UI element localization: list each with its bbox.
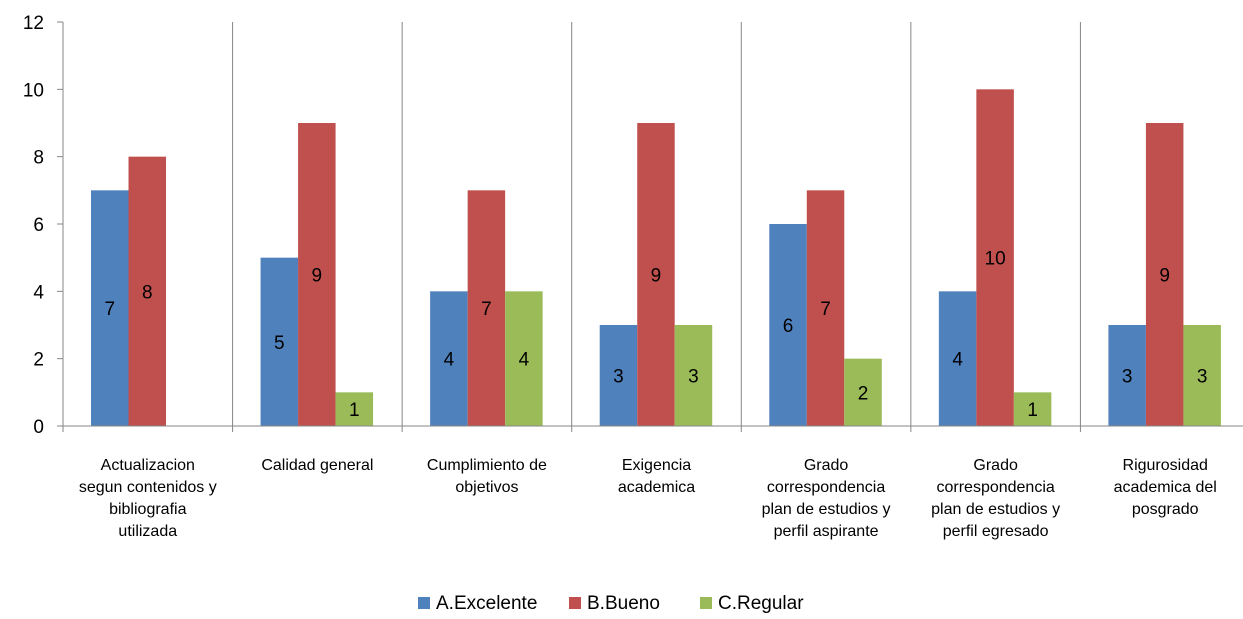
y-tick-labels: 0 2 4 6 8 10 12 [23, 13, 45, 438]
bar-b-bueno [467, 190, 506, 426]
legend-label: B.Bueno [587, 593, 660, 614]
y-tick-label: 2 [33, 350, 44, 371]
legend-swatch [569, 597, 581, 609]
x-category-label: Grado correspondencia plan de estudios y pe… [931, 457, 1060, 540]
data-label: 2 [858, 383, 869, 404]
bar-c-regular [674, 325, 713, 426]
y-tick-label: 0 [33, 417, 44, 438]
data-label: 10 [985, 249, 1006, 270]
bar-a-excelente [769, 224, 807, 426]
bar-c-regular [335, 392, 374, 426]
legend-swatch [418, 597, 430, 609]
axes [57, 21, 1243, 432]
bar-c-regular [505, 291, 543, 426]
x-category-label: Cumplimiento de objetivos [427, 457, 547, 496]
data-labels: 7 5 4 3 6 4 3 8 9 7 9 7 10 9 1 4 3 2 1 3 [104, 249, 1207, 422]
bar-a-excelente [430, 291, 468, 426]
data-label: 9 [1159, 266, 1170, 287]
legend-swatch [700, 597, 712, 609]
data-label: 4 [444, 350, 455, 371]
data-label: 1 [1027, 400, 1038, 421]
grid-lines [232, 22, 1081, 432]
bar-b-bueno [1145, 123, 1184, 426]
bar-b-bueno [806, 190, 845, 426]
x-category-labels: Actualizacion segun contenidos y bibliogra… [79, 457, 1217, 540]
x-category-label: Rigurosidad academica del posgrado [1114, 457, 1217, 518]
bar-a-excelente [91, 190, 129, 426]
data-label: 4 [519, 350, 530, 371]
bar-a-excelente [260, 257, 299, 426]
bar-b-bueno [298, 123, 336, 426]
bar-b-bueno [128, 156, 166, 426]
data-label: 3 [688, 367, 699, 388]
data-label: 8 [142, 282, 153, 303]
y-tick-label: 8 [33, 148, 44, 169]
data-label: 4 [952, 350, 963, 371]
data-label: 7 [104, 299, 115, 320]
legend: A.Excelente B.Bueno C.Regular [418, 593, 804, 614]
legend-label: C.Regular [718, 593, 804, 614]
bar-c-regular [1183, 325, 1221, 426]
y-tick-label: 10 [23, 80, 44, 101]
data-label: 7 [481, 299, 492, 320]
data-label: 5 [274, 333, 285, 354]
y-tick-label: 12 [23, 13, 44, 34]
x-category-label: Exigencia academica [618, 457, 695, 496]
data-label: 9 [312, 266, 323, 287]
bar-b-bueno [637, 123, 675, 426]
data-label: 1 [349, 400, 360, 421]
data-label: 9 [651, 266, 662, 287]
data-label: 3 [1122, 367, 1133, 388]
x-category-label: Actualizacion segun contenidos y bibliogra… [79, 457, 217, 540]
bar-a-excelente [1108, 325, 1146, 426]
bar-c-regular [1013, 392, 1052, 426]
x-category-label: Grado correspondencia plan de estudios y pe… [762, 457, 891, 540]
bar-c-regular [844, 358, 882, 426]
y-tick-label: 4 [33, 282, 44, 303]
legend-label: A.Excelente [436, 593, 537, 614]
bar-a-excelente [599, 325, 638, 426]
bar-b-bueno [976, 89, 1014, 426]
data-label: 3 [613, 367, 624, 388]
data-label: 7 [820, 299, 831, 320]
y-tick-label: 6 [33, 215, 44, 236]
data-label: 6 [783, 316, 794, 337]
x-category-label: Calidad general [261, 457, 373, 474]
data-label: 3 [1197, 367, 1208, 388]
bar-a-excelente [938, 291, 977, 426]
bars-group [91, 89, 1221, 426]
